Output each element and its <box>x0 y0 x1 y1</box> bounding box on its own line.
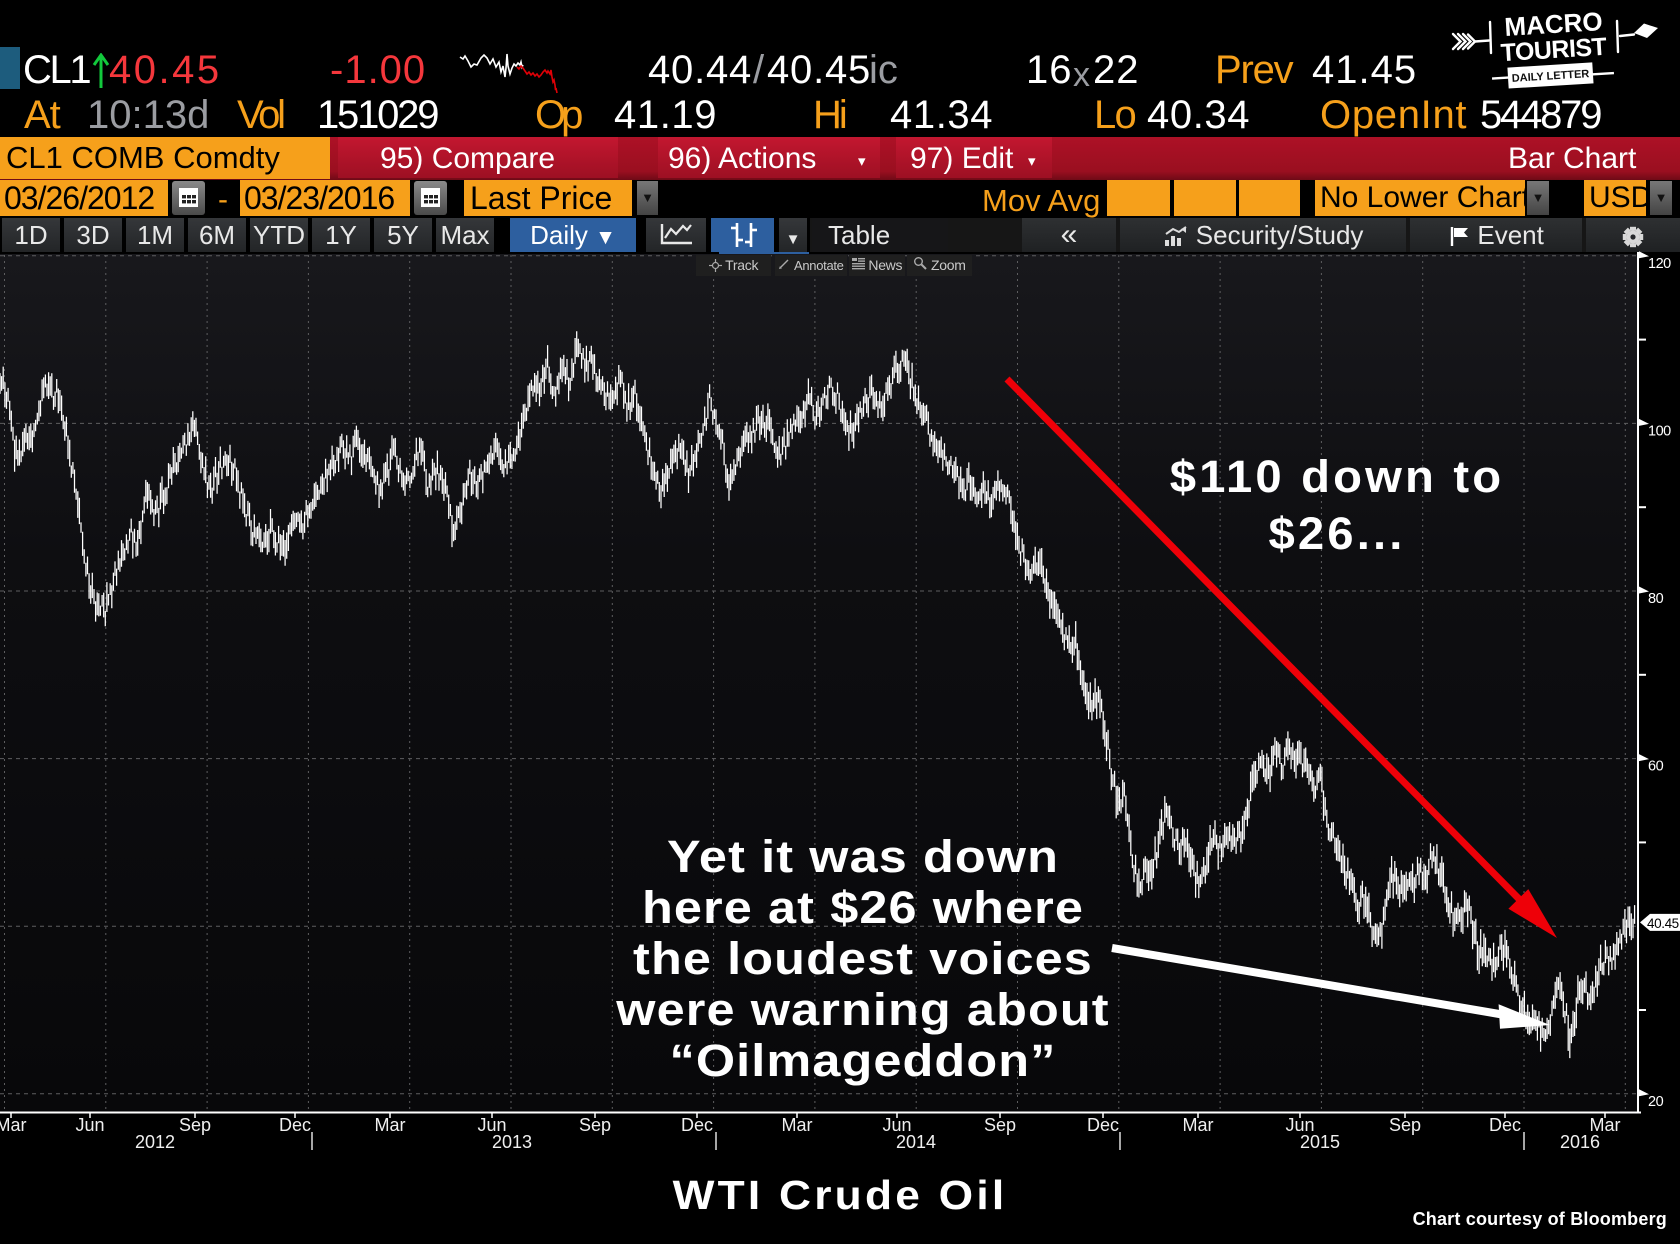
svg-text:Mar: Mar <box>1183 1115 1214 1135</box>
svg-text:2015: 2015 <box>1300 1132 1340 1152</box>
svg-text:Mar: Mar <box>375 1115 406 1135</box>
svg-text:20: 20 <box>1648 1094 1664 1110</box>
svg-text:Sep: Sep <box>579 1115 611 1135</box>
svg-text:2016: 2016 <box>1560 1132 1600 1152</box>
svg-text:TOURIST: TOURIST <box>1500 33 1608 67</box>
svg-text:2013: 2013 <box>492 1132 532 1152</box>
svg-text:60: 60 <box>1648 759 1664 775</box>
svg-text:Dec: Dec <box>1489 1115 1521 1135</box>
svg-text:Dec: Dec <box>279 1115 311 1135</box>
svg-text:Dec: Dec <box>1087 1115 1119 1135</box>
svg-text:Jun: Jun <box>75 1115 104 1135</box>
svg-text:MACRO: MACRO <box>1504 6 1604 42</box>
svg-text:120: 120 <box>1648 256 1671 272</box>
svg-text:2012: 2012 <box>135 1132 175 1152</box>
svg-text:40.45: 40.45 <box>1647 916 1679 931</box>
svg-text:Mar: Mar <box>0 1115 27 1135</box>
svg-text:Jun: Jun <box>882 1115 911 1135</box>
svg-text:2014: 2014 <box>896 1132 936 1152</box>
svg-text:Mar: Mar <box>1590 1115 1621 1135</box>
svg-text:Sep: Sep <box>1389 1115 1421 1135</box>
svg-text:80: 80 <box>1648 591 1664 607</box>
svg-text:DAILY LETTER: DAILY LETTER <box>1511 68 1589 85</box>
svg-text:Mar: Mar <box>782 1115 813 1135</box>
svg-text:Jun: Jun <box>1285 1115 1314 1135</box>
svg-text:Sep: Sep <box>984 1115 1016 1135</box>
svg-text:Jun: Jun <box>477 1115 506 1135</box>
svg-text:Dec: Dec <box>681 1115 713 1135</box>
svg-text:Sep: Sep <box>179 1115 211 1135</box>
svg-text:100: 100 <box>1648 423 1671 439</box>
